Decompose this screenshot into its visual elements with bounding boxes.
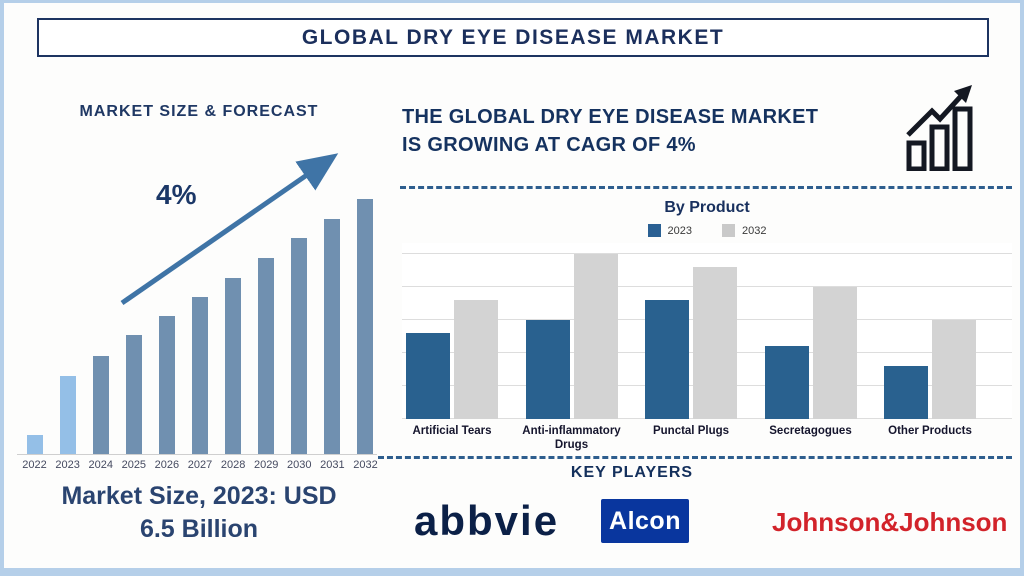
- product-group: [525, 254, 618, 419]
- product-group: [764, 287, 857, 419]
- product-bar-2023: [406, 333, 450, 419]
- forecast-bar-2024: [93, 356, 109, 454]
- product-bar-2032: [693, 267, 737, 419]
- legend-label: 2032: [742, 224, 767, 237]
- forecast-bar-2026: [159, 316, 175, 454]
- alcon-logo-text: Alcon: [609, 506, 681, 535]
- forecast-bar-2028: [225, 278, 241, 454]
- growth-trend-arrow-icon: [120, 153, 339, 306]
- market-size-caption-line1: Market Size, 2023: USD: [61, 482, 337, 510]
- forecast-bar-2029: [258, 258, 274, 454]
- forecast-years: 2022 2023 2024 2025 2026 2027 2028 2029 2030 2031…: [18, 459, 382, 471]
- market-size-caption: Market Size, 2023: USD 6.5 Billion: [4, 480, 394, 546]
- product-category: Artificial Tears: [406, 424, 498, 454]
- forecast-year-label: 2030: [287, 459, 312, 471]
- product-legend: 2023 2032: [402, 224, 1012, 237]
- forecast-year-label: 2028: [220, 459, 246, 471]
- product-category-label: Punctal Plugs: [652, 425, 730, 437]
- bar-chart-growth-icon: [906, 85, 973, 171]
- forecast-year-label: 2025: [121, 459, 147, 471]
- forecast-axis-baseline: [17, 454, 377, 455]
- forecast-year-label: 2022: [22, 459, 47, 471]
- product-category: Punctal Plugs: [645, 424, 737, 454]
- product-bar-2032: [454, 300, 498, 419]
- market-size-caption-line2: 6.5 Billion: [139, 515, 259, 543]
- product-category: Anti-inflammatory Drugs: [522, 424, 620, 454]
- by-product-chart: [402, 243, 1012, 419]
- cagr-headline-line2: IS GROWING AT CAGR OF 4%: [402, 134, 696, 156]
- product-category-label: Anti-inflammatory Drugs: [522, 425, 621, 451]
- cagr-percentage-label: 4%: [156, 179, 197, 210]
- product-bar-2032: [932, 320, 976, 419]
- dashed-divider-bottom: [378, 456, 1012, 459]
- key-players-heading: KEY PLAYERS: [570, 464, 694, 481]
- product-bar-2032: [812, 287, 857, 419]
- forecast-year-label: 2026: [154, 459, 180, 471]
- product-group: [884, 320, 976, 419]
- product-category-label: Artificial Tears: [412, 425, 492, 437]
- product-category-labels: Artificial Tears Anti-inflammatory Drugs P…: [406, 424, 976, 454]
- product-bar-2023: [764, 346, 809, 419]
- product-category: Other Products: [884, 424, 976, 454]
- forecast-bar-2023: [60, 376, 76, 454]
- legend-label: 2023: [667, 224, 692, 237]
- product-group: [406, 300, 498, 419]
- title-box: GLOBAL DRY EYE DISEASE MARKET: [37, 18, 989, 57]
- forecast-bar-2022: [27, 435, 43, 454]
- forecast-year-label: 2032: [353, 459, 378, 471]
- legend-item-2032: 2032: [722, 224, 766, 237]
- forecast-bar-2030: [291, 238, 307, 454]
- page-title: GLOBAL DRY EYE DISEASE MARKET: [301, 25, 725, 49]
- forecast-bar-2025: [126, 335, 142, 454]
- product-category-label: Secretagogues: [769, 425, 852, 437]
- forecast-year-label: 2031: [320, 459, 345, 471]
- forecast-bar-2031: [324, 219, 340, 454]
- product-category: Secretagogues: [765, 424, 857, 454]
- cagr-headline-line1: THE GLOBAL DRY EYE DISEASE MARKET: [402, 106, 819, 128]
- product-bar-2023: [645, 300, 689, 419]
- forecast-year-label: 2029: [253, 459, 279, 471]
- forecast-year-label: 2023: [55, 459, 80, 471]
- product-bar-2023: [525, 320, 570, 419]
- forecast-bars: [27, 199, 373, 454]
- product-bar-2023: [884, 366, 928, 419]
- product-group: [645, 267, 737, 419]
- abbvie-logo: abbvie: [414, 497, 560, 544]
- legend-item-2023: 2023: [647, 224, 692, 237]
- forecast-bar-2032: [357, 199, 373, 454]
- by-product-title: By Product: [664, 199, 750, 216]
- forecast-year-label: 2024: [88, 459, 113, 471]
- product-bar-2032: [573, 254, 618, 419]
- product-bar-groups: [406, 253, 976, 419]
- market-size-forecast-heading: MARKET SIZE & FORECAST: [79, 103, 319, 120]
- alcon-logo: Alcon: [601, 499, 689, 543]
- legend-swatch-icon: [647, 224, 661, 237]
- legend-swatch-icon: [722, 224, 735, 237]
- forecast-bar-2027: [192, 297, 208, 454]
- product-category-label: Other Products: [888, 425, 972, 437]
- forecast-year-label: 2027: [187, 459, 213, 471]
- johnson-and-johnson-logo: Johnson&Johnson: [772, 507, 1008, 537]
- dashed-divider-top: [400, 186, 1012, 189]
- cagr-headline: THE GLOBAL DRY EYE DISEASE MARKET IS GRO…: [402, 103, 892, 159]
